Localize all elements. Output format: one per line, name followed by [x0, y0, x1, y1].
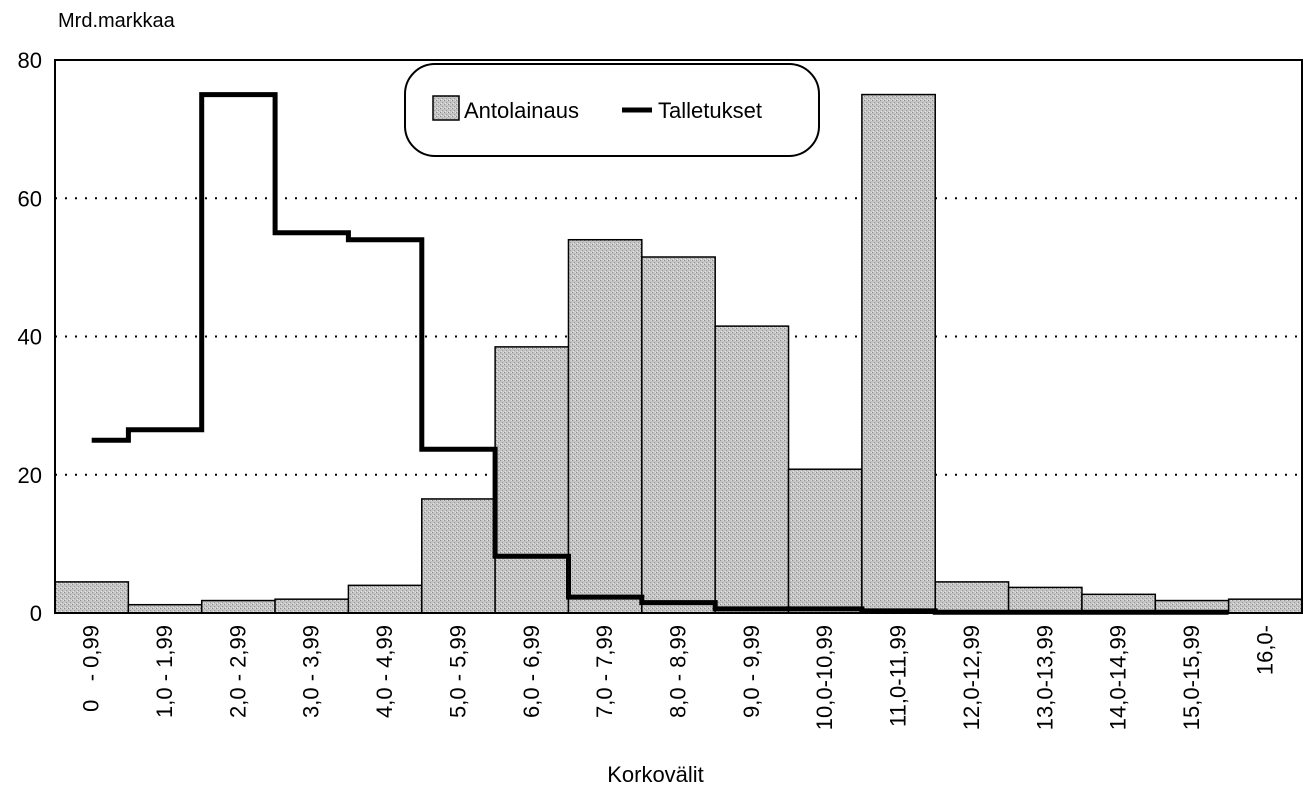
x-tick-label-3: 3,0 - 3,99: [299, 625, 324, 718]
y-tick-label-0: 0: [30, 601, 42, 626]
bar-antolainaus-6: [495, 347, 568, 613]
x-tick-label-0: 0 - 0,99: [79, 625, 104, 712]
legend-label-antolainaus: Antolainaus: [464, 98, 579, 123]
x-tick-label-1: 1,0 - 1,99: [152, 625, 177, 718]
bar-antolainaus-16: [1229, 599, 1302, 613]
bar-antolainaus-13: [1009, 587, 1082, 613]
y-tick-label-60: 60: [18, 186, 42, 211]
bar-antolainaus-5: [422, 499, 495, 613]
bar-antolainaus-12: [935, 582, 1008, 613]
bar-antolainaus-1: [128, 605, 201, 613]
x-tick-label-11: 11,0-11,99: [886, 625, 911, 727]
legend-swatch-antolainaus: [433, 96, 459, 120]
x-tick-label-2: 2,0 - 2,99: [225, 625, 250, 718]
y-tick-label-80: 80: [18, 48, 42, 73]
x-axis-title: Korkovälit: [0, 762, 1311, 788]
bar-antolainaus-4: [348, 585, 421, 613]
y-tick-label-40: 40: [18, 325, 42, 350]
x-tick-label-9: 9,0 - 9,99: [739, 625, 764, 718]
x-tick-label-16: 16,0-: [1252, 625, 1277, 675]
bar-antolainaus-10: [789, 469, 862, 613]
x-tick-label-10: 10,0-10,99: [812, 625, 837, 730]
x-tick-label-6: 6,0 - 6,99: [519, 625, 544, 718]
x-tick-label-4: 4,0 - 4,99: [372, 625, 397, 718]
x-tick-label-5: 5,0 - 5,99: [445, 625, 470, 718]
y-tick-label-20: 20: [18, 463, 42, 488]
x-tick-label-12: 12,0-12,99: [959, 625, 984, 730]
bar-antolainaus-2: [202, 601, 275, 613]
x-tick-label-15: 15,0-15,99: [1179, 625, 1204, 730]
x-tick-label-13: 13,0-13,99: [1032, 625, 1057, 730]
x-tick-label-7: 7,0 - 7,99: [592, 625, 617, 718]
bar-antolainaus-7: [568, 240, 641, 613]
legend-label-talletukset: Talletukset: [658, 98, 762, 123]
x-tick-label-8: 8,0 - 8,99: [666, 625, 691, 718]
bar-antolainaus-0: [55, 582, 128, 613]
bar-antolainaus-3: [275, 599, 348, 613]
bar-antolainaus-9: [715, 326, 788, 613]
bar-antolainaus-8: [642, 257, 715, 613]
x-tick-label-14: 14,0-14,99: [1106, 625, 1131, 730]
bar-antolainaus-11: [862, 95, 935, 613]
